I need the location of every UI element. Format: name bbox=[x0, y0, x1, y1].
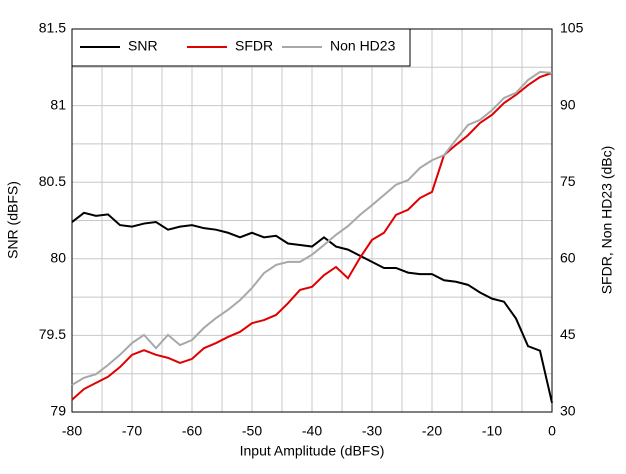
y2-tick-label: 45 bbox=[560, 326, 576, 342]
y2-axis-label: SFDR, Non HD23 (dBc) bbox=[599, 146, 615, 295]
y-axis-label: SNR (dBFS) bbox=[5, 181, 21, 259]
y-tick-label: 79 bbox=[50, 403, 66, 419]
x-tick-label: -20 bbox=[422, 423, 442, 439]
y-tick-label: 79.5 bbox=[39, 326, 66, 342]
x-tick-label: -40 bbox=[302, 423, 322, 439]
x-tick-label: -30 bbox=[362, 423, 382, 439]
x-axis-label: Input Amplitude (dBFS) bbox=[240, 443, 385, 459]
x-tick-label: -80 bbox=[62, 423, 82, 439]
x-tick-label: -70 bbox=[122, 423, 142, 439]
y-tick-label: 81 bbox=[50, 96, 66, 112]
legend-label: Non HD23 bbox=[330, 38, 396, 54]
y2-tick-label: 30 bbox=[560, 403, 576, 419]
y2-tick-label: 60 bbox=[560, 250, 576, 266]
data-line bbox=[71, 211, 553, 404]
x-tick-label: -10 bbox=[482, 423, 502, 439]
y2-tick-label: 75 bbox=[560, 173, 576, 189]
x-tick-label: 0 bbox=[548, 423, 556, 439]
data-line bbox=[71, 71, 553, 401]
x-tick-label: -50 bbox=[242, 423, 262, 439]
y2-tick-label: 105 bbox=[560, 20, 584, 36]
legend-box bbox=[71, 28, 411, 67]
legend-label: SFDR bbox=[235, 38, 273, 54]
data-line bbox=[71, 70, 553, 386]
y-tick-label: 80.5 bbox=[39, 173, 66, 189]
y-tick-label: 81.5 bbox=[39, 20, 66, 36]
y2-tick-label: 90 bbox=[560, 96, 576, 112]
y-tick-label: 80 bbox=[50, 250, 66, 266]
x-tick-label: -60 bbox=[182, 423, 202, 439]
legend-label: SNR bbox=[128, 38, 158, 54]
